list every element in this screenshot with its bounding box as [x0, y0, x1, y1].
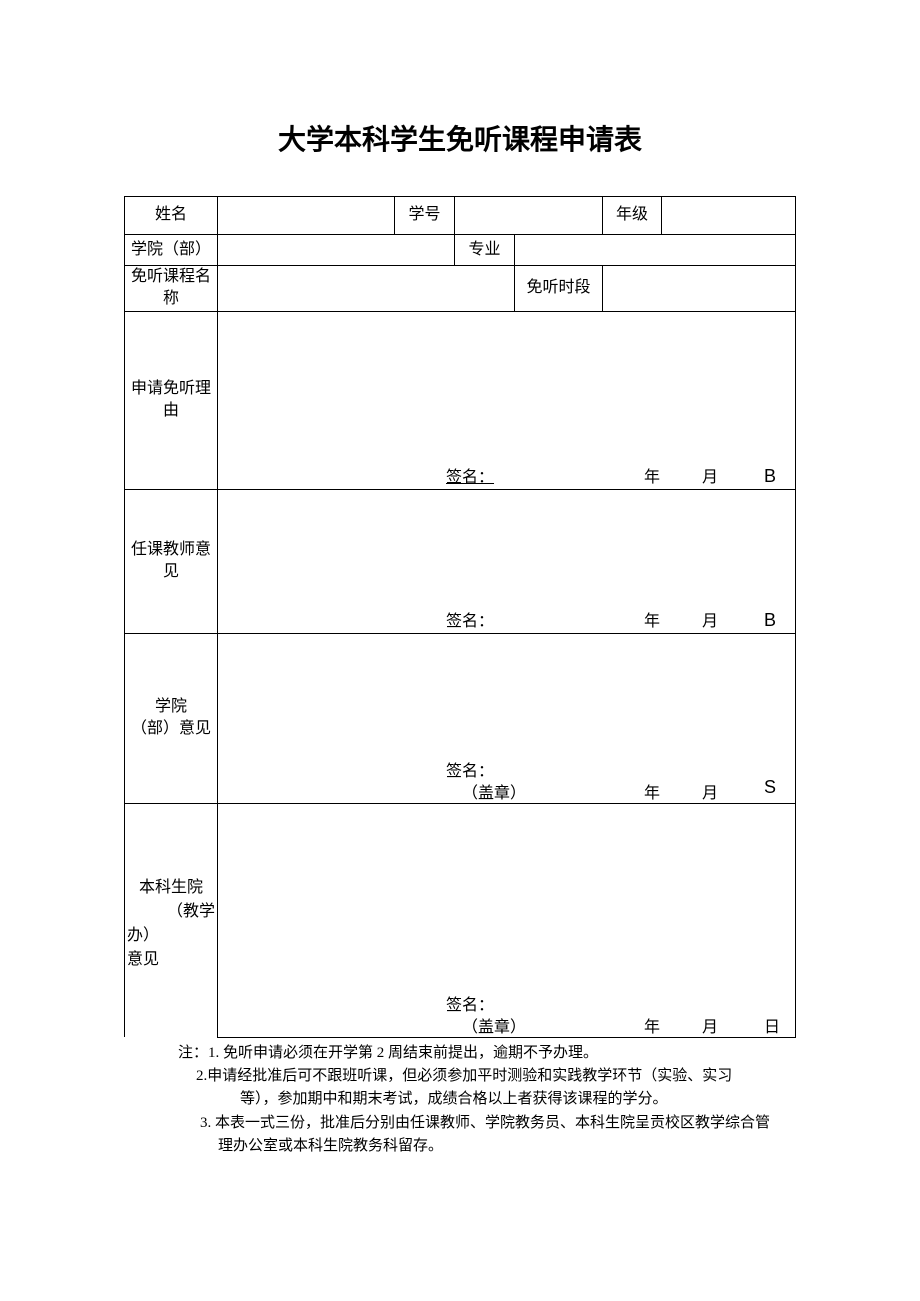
- form-title: 大学本科学生免听课程申请表: [0, 118, 920, 158]
- value-college-opinion: [218, 633, 796, 757]
- row-name-id-grade: 姓名 学号 年级: [125, 197, 796, 235]
- year-label: 年: [644, 1013, 660, 1037]
- month-label: 月: [702, 463, 718, 487]
- label-school-opinion-l1: 本科生院: [125, 873, 217, 897]
- label-reason: 申请免听理由: [125, 311, 218, 489]
- label-exempt-period: 免听时段: [515, 266, 603, 312]
- row-teacher-opinion: 任课教师意见: [125, 489, 796, 611]
- notes-section: 注：1. 免听申请必须在开学第 2 周结束前提出，逾期不予办理。 2.申请经批准…: [130, 1042, 790, 1158]
- signature-label: 签名：: [446, 463, 494, 487]
- seal-label: （盖章）: [462, 1013, 526, 1037]
- label-teacher-opinion: 任课教师意见: [125, 489, 218, 633]
- row-school-signature: 签名： （盖章） 年 月 日: [125, 991, 796, 1037]
- year-label: 年: [644, 779, 660, 803]
- note-prefix: 注：: [178, 1045, 208, 1061]
- row-college-major: 学院（部） 专业: [125, 235, 796, 266]
- application-form-table: 姓名 学号 年级 学院（部） 专业 免听课程名称 免听时段 申请免听理由: [124, 196, 796, 1038]
- label-college-opinion-l1: 学院: [125, 696, 217, 718]
- value-reason: [218, 311, 796, 467]
- row-reason-signature: 签名： 年 月 B: [125, 467, 796, 489]
- value-major: [515, 235, 796, 266]
- row-school-opinion: 本科生院 （教学 办） 意见: [125, 803, 796, 991]
- label-name: 姓名: [125, 197, 218, 235]
- label-major: 专业: [455, 235, 515, 266]
- label-school-opinion-l2: （教学: [125, 897, 217, 921]
- day-label: B: [764, 610, 776, 631]
- value-school-opinion: [218, 803, 796, 991]
- label-school-opinion-l4: 意见: [125, 945, 217, 969]
- signature-label: 签名：: [446, 991, 494, 1015]
- value-name: [218, 197, 395, 235]
- note-3b: 理办公室或本科生院教务科留存。: [178, 1135, 790, 1158]
- note-2b: 等），参加期中和期末考试，成绩合格以上者获得该课程的学分。: [178, 1088, 790, 1111]
- value-exempt-period: [603, 266, 796, 312]
- month-label: 月: [702, 779, 718, 803]
- value-grade: [662, 197, 796, 235]
- row-course-period: 免听课程名称 免听时段: [125, 266, 796, 312]
- seal-label: （盖章）: [462, 779, 526, 803]
- label-school-opinion-l3: 办）: [125, 921, 217, 945]
- year-label: 年: [644, 463, 660, 487]
- year-label: 年: [644, 607, 660, 631]
- label-college-opinion: 学院 （部）意见: [125, 633, 218, 803]
- value-college: [218, 235, 455, 266]
- note-3: 3. 本表一式三份，批准后分别由任课教师、学院教务员、本科生院呈贡校区教学综合管: [178, 1112, 790, 1135]
- note-1: 注：1. 免听申请必须在开学第 2 周结束前提出，逾期不予办理。: [178, 1042, 790, 1065]
- month-label: 月: [702, 1013, 718, 1037]
- row-reason: 申请免听理由: [125, 311, 796, 467]
- label-college: 学院（部）: [125, 235, 218, 266]
- row-teacher-signature: 签名： 年 月 B: [125, 611, 796, 633]
- label-student-id: 学号: [395, 197, 455, 235]
- label-grade: 年级: [603, 197, 662, 235]
- day-label: B: [764, 466, 776, 487]
- value-teacher-opinion: [218, 489, 796, 611]
- signature-label: 签名：: [446, 757, 494, 781]
- row-college-signature: 签名： （盖章） 年 月 S: [125, 757, 796, 803]
- value-course-name: [218, 266, 515, 312]
- signature-label: 签名：: [446, 607, 494, 631]
- label-school-opinion: 本科生院 （教学 办） 意见: [125, 803, 218, 1037]
- day-label: 日: [764, 1013, 780, 1037]
- month-label: 月: [702, 607, 718, 631]
- value-student-id: [455, 197, 603, 235]
- day-label: S: [764, 777, 776, 798]
- label-college-opinion-l2: （部）意见: [125, 718, 217, 740]
- row-college-opinion: 学院 （部）意见: [125, 633, 796, 757]
- label-course-name: 免听课程名称: [125, 266, 218, 312]
- note-2: 2.申请经批准后可不跟班听课，但必须参加平时测验和实践教学环节（实验、实习: [178, 1065, 790, 1088]
- note-1-text: 1. 免听申请必须在开学第 2 周结束前提出，逾期不予办理。: [208, 1045, 598, 1061]
